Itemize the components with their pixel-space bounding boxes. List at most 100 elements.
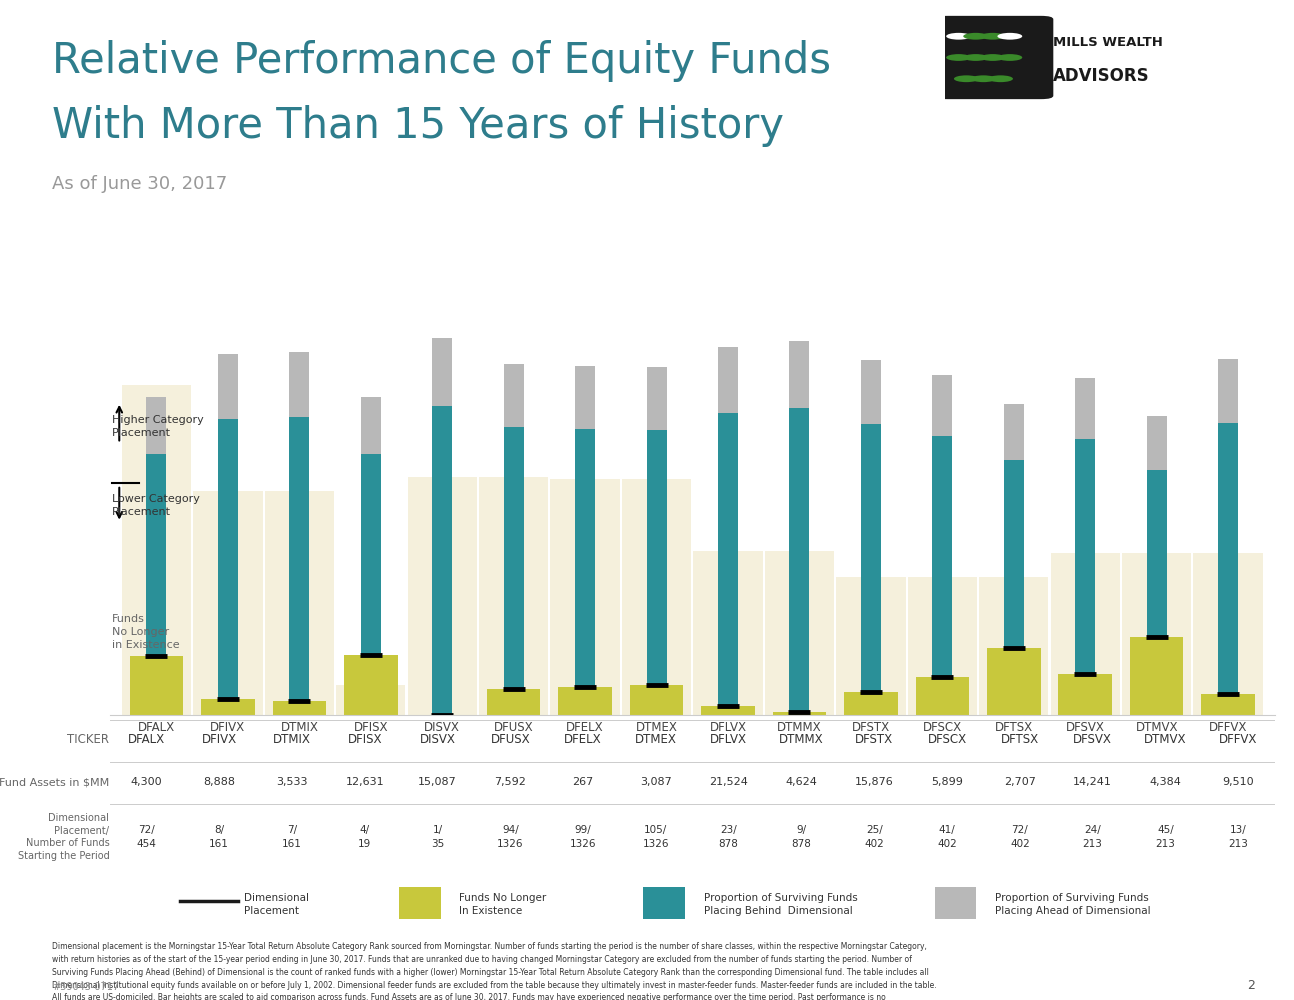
Text: Dimensional
Placement: Dimensional Placement — [243, 893, 309, 916]
Bar — [1051, 553, 1119, 715]
Bar — [487, 689, 541, 715]
Bar — [575, 429, 595, 687]
Bar — [1146, 470, 1167, 637]
Text: DFSTX: DFSTX — [855, 733, 893, 746]
Bar — [765, 551, 835, 715]
Bar — [1218, 423, 1238, 694]
Bar — [643, 887, 686, 919]
Bar — [503, 364, 524, 427]
Text: 1/
35: 1/ 35 — [431, 825, 444, 849]
Bar — [575, 366, 595, 429]
Bar — [265, 491, 334, 715]
Bar — [789, 408, 810, 712]
Bar — [861, 360, 881, 424]
Text: Fund Assets in $MM: Fund Assets in $MM — [0, 777, 109, 787]
Text: 2,707: 2,707 — [1004, 777, 1035, 787]
Text: 267: 267 — [572, 777, 594, 787]
Text: Funds No Longer
In Existence: Funds No Longer In Existence — [459, 893, 546, 916]
Text: 4,384: 4,384 — [1149, 777, 1181, 787]
Text: DTMIX: DTMIX — [273, 733, 311, 746]
Bar — [836, 577, 906, 715]
Bar — [1193, 553, 1263, 715]
Bar — [290, 417, 309, 701]
Bar — [907, 577, 977, 715]
Text: With More Than 15 Years of History: With More Than 15 Years of History — [52, 105, 784, 147]
Bar — [1146, 416, 1167, 470]
Bar — [122, 385, 192, 715]
Text: 5,899: 5,899 — [932, 777, 963, 787]
Text: DTMMX: DTMMX — [779, 733, 824, 746]
Bar — [844, 692, 898, 715]
Bar — [408, 477, 477, 715]
Text: ADVISORS: ADVISORS — [1053, 67, 1150, 85]
Text: Lower Category
Placement: Lower Category Placement — [113, 494, 201, 517]
Circle shape — [981, 54, 1005, 61]
Circle shape — [970, 75, 996, 82]
Text: 3,087: 3,087 — [641, 777, 672, 787]
Bar — [361, 454, 380, 655]
Bar — [432, 406, 452, 715]
Bar — [622, 479, 691, 715]
Bar — [861, 424, 881, 692]
Bar — [1122, 553, 1192, 715]
Text: DFFVX: DFFVX — [1219, 733, 1258, 746]
Bar — [399, 887, 441, 919]
Bar — [933, 436, 952, 677]
Circle shape — [981, 33, 1005, 40]
Text: 4,624: 4,624 — [785, 777, 818, 787]
Bar — [1004, 404, 1024, 460]
Circle shape — [963, 33, 989, 40]
Text: DTMEX: DTMEX — [635, 733, 677, 746]
Text: 7,592: 7,592 — [494, 777, 527, 787]
Bar — [1075, 439, 1095, 674]
Bar — [1058, 674, 1112, 715]
Bar — [201, 699, 255, 715]
Text: 23/
878: 23/ 878 — [718, 825, 739, 849]
Bar — [773, 712, 827, 715]
Text: DFSVX: DFSVX — [1073, 733, 1112, 746]
Text: 72/
402: 72/ 402 — [1009, 825, 1030, 849]
Text: 21,524: 21,524 — [709, 777, 748, 787]
Text: TICKER: TICKER — [67, 733, 109, 746]
Text: DTMVX: DTMVX — [1144, 733, 1187, 746]
Circle shape — [963, 54, 989, 61]
Circle shape — [946, 54, 970, 61]
Text: DFELX: DFELX — [564, 733, 602, 746]
Text: 14,241: 14,241 — [1073, 777, 1112, 787]
Text: 25/
402: 25/ 402 — [864, 825, 884, 849]
Text: DFISX: DFISX — [348, 733, 382, 746]
Text: Higher Category
Placement: Higher Category Placement — [113, 415, 204, 438]
Bar — [694, 551, 762, 715]
Circle shape — [998, 33, 1022, 40]
Bar — [718, 413, 738, 706]
Bar — [647, 430, 666, 685]
Text: 4/
19: 4/ 19 — [358, 825, 371, 849]
Bar — [916, 677, 969, 715]
Bar — [273, 701, 326, 715]
Bar — [290, 352, 309, 417]
Bar — [550, 479, 620, 715]
Bar — [344, 655, 397, 715]
Text: 105/
1326: 105/ 1326 — [643, 825, 669, 849]
Text: 99/
1326: 99/ 1326 — [569, 825, 597, 849]
Text: DFLVX: DFLVX — [710, 733, 747, 746]
Text: As of June 30, 2017: As of June 30, 2017 — [52, 175, 226, 193]
Bar — [789, 341, 810, 408]
Bar — [558, 687, 612, 715]
Text: 12,631: 12,631 — [345, 777, 384, 787]
Bar — [1218, 359, 1238, 423]
Bar — [1004, 460, 1024, 648]
Text: Relative Performance of Equity Funds: Relative Performance of Equity Funds — [52, 40, 831, 82]
Text: 94/
1326: 94/ 1326 — [497, 825, 524, 849]
Circle shape — [954, 75, 978, 82]
Circle shape — [946, 33, 970, 40]
Bar — [503, 427, 524, 689]
Bar — [1130, 637, 1184, 715]
Text: 9,510: 9,510 — [1223, 777, 1254, 787]
Text: Dimensional
Placement/
Number of Funds
Starting the Period: Dimensional Placement/ Number of Funds S… — [18, 813, 109, 861]
Bar — [217, 419, 238, 699]
Text: 41/
402: 41/ 402 — [937, 825, 958, 849]
Bar — [336, 685, 405, 715]
Text: Dimensional placement is the Morningstar 15-Year Total Return Absolute Category : Dimensional placement is the Morningstar… — [52, 942, 937, 1000]
Text: #59043-0717: #59043-0717 — [52, 982, 119, 992]
